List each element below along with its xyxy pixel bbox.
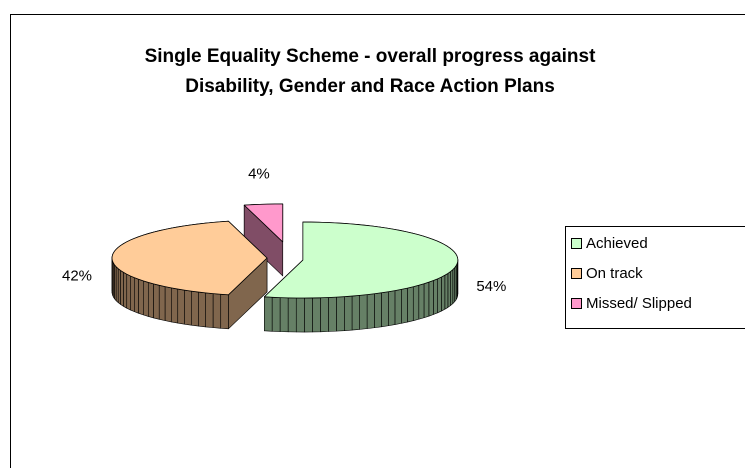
slice-side bbox=[407, 286, 414, 323]
slice-side bbox=[126, 273, 131, 311]
slice-side bbox=[374, 292, 382, 329]
slice-side bbox=[418, 283, 425, 320]
slice-side bbox=[117, 268, 121, 305]
slice-side bbox=[120, 270, 124, 307]
slice-side bbox=[158, 285, 166, 321]
slice-side bbox=[295, 297, 305, 333]
slice-side bbox=[336, 296, 345, 332]
pie-slice bbox=[243, 203, 284, 243]
data-label: 54% bbox=[476, 278, 506, 295]
slice-side bbox=[433, 278, 438, 315]
slice-side bbox=[428, 280, 434, 317]
chart-title: Single Equality Scheme - overall progres… bbox=[145, 46, 597, 67]
slice-side bbox=[184, 289, 192, 326]
slice-side bbox=[271, 296, 281, 332]
slice-side bbox=[351, 295, 360, 331]
slice-side bbox=[115, 266, 119, 303]
slice-side bbox=[220, 293, 229, 330]
slice-side bbox=[205, 292, 214, 328]
slice-side bbox=[344, 295, 353, 331]
legend-label: Missed/ Slipped bbox=[586, 295, 692, 312]
slice-side bbox=[123, 272, 128, 309]
slice-side bbox=[171, 287, 179, 324]
slice-side bbox=[444, 273, 449, 310]
slice-side bbox=[359, 294, 368, 330]
slice-side bbox=[312, 297, 321, 333]
slice-side bbox=[143, 280, 149, 317]
slice-side bbox=[212, 293, 222, 329]
slice-side bbox=[366, 293, 375, 329]
data-label: 42% bbox=[62, 268, 92, 285]
slice-side bbox=[198, 291, 207, 328]
slice-side bbox=[134, 277, 139, 314]
slice-side bbox=[148, 282, 154, 319]
legend-swatch bbox=[571, 298, 582, 309]
pie-slice bbox=[263, 221, 459, 299]
legend-swatch bbox=[571, 268, 582, 279]
slice-side bbox=[138, 279, 144, 316]
legend-label: Achieved bbox=[586, 235, 648, 252]
slice-side bbox=[388, 290, 396, 327]
slice-side bbox=[441, 274, 446, 312]
slice-side bbox=[447, 271, 451, 308]
slice-side bbox=[381, 291, 389, 328]
slice-side bbox=[401, 287, 408, 324]
slice-side bbox=[264, 296, 273, 332]
slice-side bbox=[304, 297, 313, 333]
slice-side bbox=[412, 284, 420, 322]
slice-side bbox=[450, 269, 454, 306]
slice-side bbox=[177, 288, 185, 325]
legend-swatch bbox=[571, 238, 582, 249]
slice-side bbox=[130, 275, 135, 312]
pie-slice bbox=[111, 220, 268, 296]
slice-side bbox=[287, 297, 297, 333]
slice-side bbox=[320, 297, 329, 333]
slice-side bbox=[153, 283, 160, 320]
chart-title: Disability, Gender and Race Action Plans bbox=[185, 76, 555, 97]
slice-side bbox=[191, 290, 199, 327]
slice-side bbox=[279, 297, 289, 333]
slice-side bbox=[423, 281, 430, 319]
legend-label: On track bbox=[586, 265, 643, 282]
legend-box bbox=[565, 226, 745, 329]
data-label: 4% bbox=[248, 165, 270, 182]
slice-side bbox=[437, 276, 442, 314]
slice-side bbox=[394, 289, 402, 325]
slice-side bbox=[164, 286, 172, 323]
slice-side bbox=[328, 296, 337, 332]
